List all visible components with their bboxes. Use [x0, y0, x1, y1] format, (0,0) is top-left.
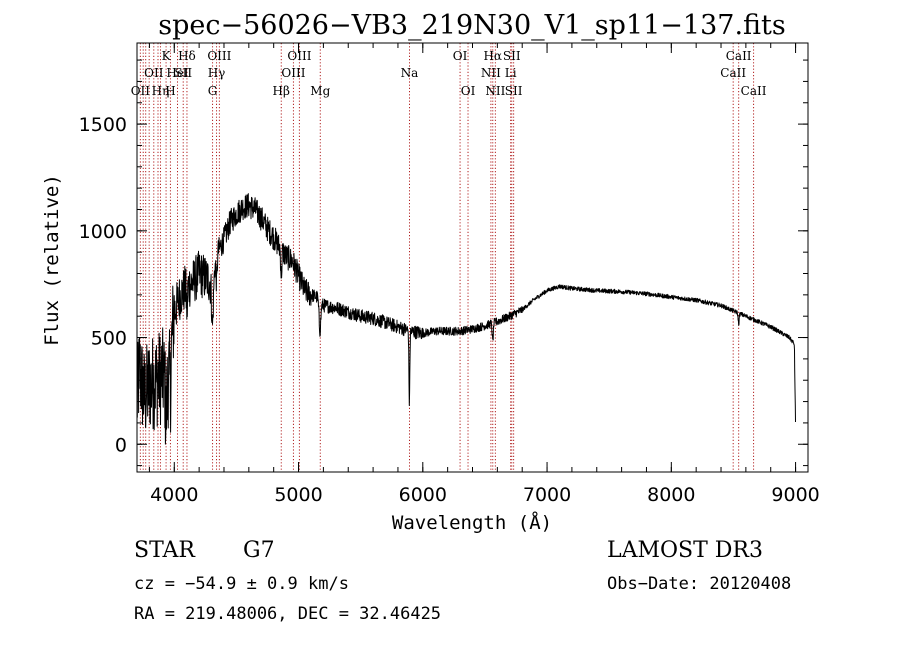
spectral-line-label: OI — [461, 84, 476, 98]
spectral-line-label: NII — [485, 84, 505, 98]
object-class: STAR — [134, 538, 195, 563]
spectral-line-label: Hγ — [208, 66, 226, 80]
spectrum-series — [136, 193, 796, 445]
x-tick-label: 9000 — [771, 484, 819, 506]
spectral-line-label: CaII — [720, 66, 746, 80]
spectral-line-label: SII — [174, 66, 192, 80]
spectral-line-label: OII — [131, 84, 151, 98]
spectral-line-label: Hδ — [178, 49, 196, 63]
survey-name: LAMOST DR3 — [607, 538, 763, 563]
x-tick-label: 6000 — [399, 484, 447, 506]
chart-title: spec−56026−VB3_219N30_V1_sp11−137.fits — [158, 10, 786, 41]
spectral-line-label: Na — [401, 66, 419, 80]
object-subclass: G7 — [243, 538, 275, 563]
y-tick-label: 500 — [91, 328, 127, 350]
spectral-line-label: H — [165, 84, 175, 98]
spectral-line-label: OIII — [281, 66, 305, 80]
spectral-line-label: OIII — [207, 49, 231, 63]
x-tick-label: 4000 — [150, 484, 198, 506]
x-tick-label: 7000 — [523, 484, 571, 506]
axis-ticks — [137, 43, 808, 472]
spectral-line-label: SII — [503, 49, 521, 63]
spectral-line-label: Mg — [310, 84, 330, 98]
spectral-line-label: OIII — [287, 49, 311, 63]
spectral-line-label: CaII — [726, 49, 752, 63]
spectral-line-label: OI — [453, 49, 468, 63]
plot-frame — [136, 42, 809, 473]
spectral-line-markers — [139, 43, 755, 472]
y-tick-label: 1500 — [79, 114, 127, 136]
sky-coordinates: RA = 219.48006, DEC = 32.46425 — [134, 604, 442, 624]
y-tick-label: 1000 — [79, 221, 127, 243]
y-axis-label: Flux (relative) — [41, 174, 63, 346]
spectral-line-label: Hβ — [273, 84, 290, 98]
spectral-line-label: HeI — [166, 66, 189, 80]
redshift-value: cz = −54.9 ± 0.9 km/s — [134, 574, 349, 594]
observation-date: Obs−Date: 20120408 — [607, 574, 792, 594]
x-axis-label: Wavelength (Å) — [392, 511, 552, 534]
spectral-line-label: Hη — [152, 84, 170, 98]
spectral-line-label: Li — [505, 66, 517, 80]
spectral-line-label: SII — [505, 84, 523, 98]
spectral-line-label: G — [208, 84, 218, 98]
spectral-line-labels: OIIOIIHηKHHeISIIHδGHγOIIIHβOIIIOIIIMgNaO… — [131, 49, 767, 98]
spectral-line-label: CaII — [741, 84, 767, 98]
spectral-line-label: OII — [144, 66, 164, 80]
spectral-line-label: Hα — [483, 49, 502, 63]
x-tick-label: 8000 — [647, 484, 695, 506]
spectral-line-label: NII — [481, 66, 501, 80]
y-tick-label: 0 — [115, 434, 127, 456]
spectral-line-label: K — [162, 49, 172, 63]
x-tick-label: 5000 — [274, 484, 322, 506]
axis-tick-labels: 4000 5000 6000 7000 8000 9000 0 500 1000 1500 — [79, 114, 820, 506]
